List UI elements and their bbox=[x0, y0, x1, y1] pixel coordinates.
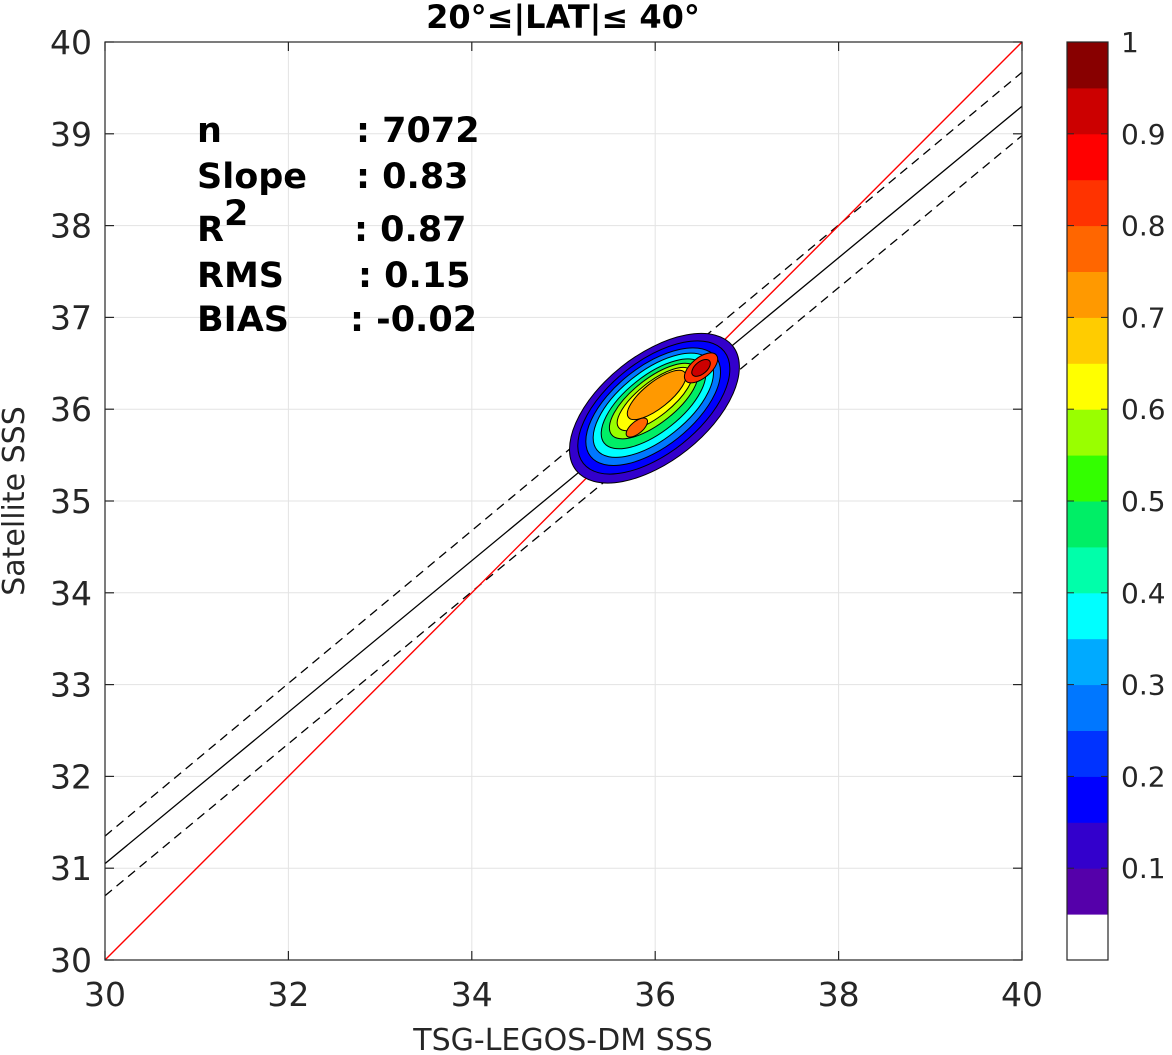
stat-value: : 0.87 bbox=[354, 210, 467, 250]
colorbar-swatch bbox=[1067, 868, 1108, 915]
stat-label: Slope bbox=[197, 157, 307, 197]
fit-upper-bound-line bbox=[105, 71, 1022, 837]
colorbar-swatch bbox=[1067, 133, 1108, 181]
y-tick-label: 31 bbox=[50, 849, 92, 888]
stat-superscript: 2 bbox=[224, 194, 248, 234]
grid bbox=[104, 41, 1023, 961]
colorbar-swatch bbox=[1067, 455, 1108, 502]
y-tick-label: 30 bbox=[50, 941, 92, 980]
colorbar-swatch bbox=[1067, 179, 1108, 227]
colorbar-tick-label: 0.8 bbox=[1121, 210, 1166, 243]
colorbar-swatch bbox=[1067, 42, 1108, 89]
colorbar-swatch bbox=[1067, 317, 1108, 364]
identity-line bbox=[105, 42, 1022, 960]
stat-label: R bbox=[197, 210, 224, 250]
stat-value: : 0.15 bbox=[358, 256, 471, 296]
y-tick-label: 37 bbox=[50, 298, 92, 337]
regression-lines bbox=[105, 42, 1022, 960]
density-contours bbox=[569, 332, 740, 484]
stat-value: : 0.83 bbox=[356, 157, 469, 197]
colorbar-swatch bbox=[1067, 684, 1108, 731]
colorbar: 0.1 0.2 0.3 0.4 0.5 0.6 0.7 0.8 0.9 1 bbox=[1066, 26, 1166, 961]
colorbar-swatch bbox=[1067, 87, 1108, 135]
colorbar-swatch bbox=[1067, 501, 1108, 548]
colorbar-swatch bbox=[1067, 592, 1108, 640]
stats-box: n : 7072 Slope : 0.83 R 2 : 0.87 RMS : 0.15 BIAS:… bbox=[197, 111, 480, 340]
y-tick-label: 40 bbox=[50, 23, 92, 62]
stat-value: : 7072 bbox=[356, 111, 480, 151]
colorbar-swatch bbox=[1067, 776, 1108, 823]
x-tick-label: 32 bbox=[267, 975, 309, 1014]
fit-lower-bound-line bbox=[105, 135, 1022, 897]
x-tick-label: 34 bbox=[451, 975, 493, 1014]
stat-label: BIAS bbox=[197, 300, 289, 340]
colorbar-tick-label: 0.2 bbox=[1121, 760, 1166, 793]
y-tick-label: 39 bbox=[50, 115, 92, 154]
y-tick-label: 35 bbox=[50, 482, 92, 521]
peak-secondary bbox=[625, 417, 649, 438]
colorbar-swatch bbox=[1067, 271, 1108, 318]
stat-label: RMS bbox=[197, 256, 284, 296]
y-tick-label: 33 bbox=[50, 666, 92, 705]
colorbar-tick-label: 0.5 bbox=[1121, 485, 1166, 518]
stat-label: n bbox=[197, 111, 222, 151]
colorbar-swatch bbox=[1067, 638, 1108, 686]
y-tick-label: 36 bbox=[50, 390, 92, 429]
colorbar-swatch bbox=[1067, 363, 1108, 410]
colorbar-tick-label: 0.6 bbox=[1121, 393, 1166, 426]
y-tick-label: 32 bbox=[50, 757, 92, 796]
colorbar-swatch bbox=[1067, 730, 1108, 777]
axis-ticks: 30 32 34 36 38 40 30 31 32 33 34 35 36 37 38 39 40 bbox=[50, 23, 1043, 1014]
y-tick-label: 38 bbox=[50, 207, 92, 246]
peak-main-inner bbox=[691, 358, 711, 377]
stat-value: : -0.02 bbox=[350, 300, 477, 340]
colorbar-swatch bbox=[1067, 546, 1108, 594]
fit-line bbox=[105, 105, 1022, 865]
colorbar-swatch bbox=[1067, 822, 1108, 869]
x-tick-label: 36 bbox=[634, 975, 676, 1014]
x-tick-label: 38 bbox=[818, 975, 860, 1014]
y-tick-label: 34 bbox=[50, 574, 92, 613]
x-axis-title: TSG-LEGOS-DM SSS bbox=[412, 1023, 713, 1055]
colorbar-tick-label: 0.4 bbox=[1121, 577, 1166, 610]
y-axis-title: Satellite SSS bbox=[0, 406, 32, 596]
colorbar-swatch bbox=[1067, 914, 1108, 961]
colorbar-swatch bbox=[1067, 409, 1108, 456]
x-tick-label: 30 bbox=[84, 975, 126, 1014]
colorbar-tick-label: 1 bbox=[1121, 26, 1139, 59]
colorbar-tick-label: 0.9 bbox=[1121, 118, 1166, 151]
colorbar-tick-label: 0.7 bbox=[1121, 301, 1166, 334]
colorbar-swatch bbox=[1067, 225, 1108, 272]
chart-title: 20°≤|LAT|≤ 40° bbox=[426, 0, 700, 37]
colorbar-tick-label: 0.1 bbox=[1121, 852, 1166, 885]
x-tick-label: 40 bbox=[1001, 975, 1043, 1014]
colorbar-tick-label: 0.3 bbox=[1121, 669, 1166, 702]
